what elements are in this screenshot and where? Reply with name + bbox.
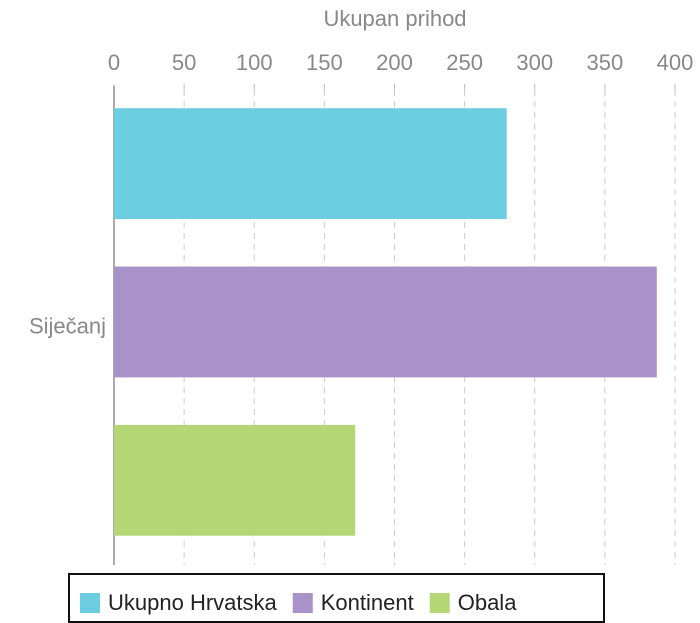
legend-swatch	[429, 593, 450, 613]
legend-swatch	[292, 593, 313, 613]
bar	[114, 108, 507, 220]
legend-swatch	[80, 593, 100, 613]
legend-label: Obala	[458, 590, 517, 615]
x-tick-label: 100	[236, 50, 273, 75]
x-tick-label: 350	[587, 50, 624, 75]
x-tick-label: 200	[376, 50, 413, 75]
legend-label: Ukupno Hrvatska	[108, 590, 278, 615]
bar	[114, 266, 657, 378]
x-tick-label: 150	[306, 50, 343, 75]
x-tick-label: 0	[108, 50, 120, 75]
bar	[114, 424, 356, 536]
x-tick-label: 50	[172, 50, 196, 75]
x-tick-label: 300	[516, 50, 553, 75]
x-tick-label: 250	[446, 50, 483, 75]
y-tick-label: Siječanj	[29, 313, 106, 338]
x-tick-label: 400	[657, 50, 694, 75]
axis-title: Ukupan prihod	[323, 6, 466, 31]
legend-label: Kontinent	[321, 590, 414, 615]
legend-box	[68, 573, 605, 623]
